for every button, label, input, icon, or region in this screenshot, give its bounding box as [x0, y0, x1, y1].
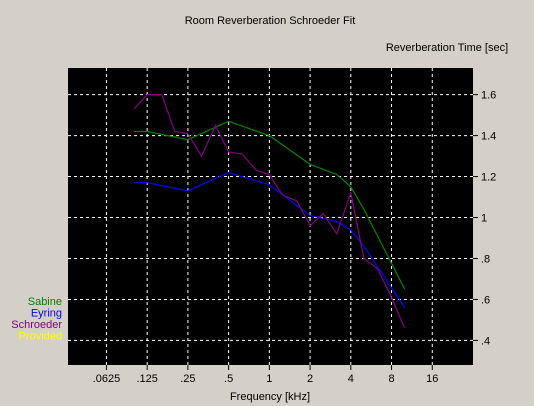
y-axis-label: Reverberation Time [sec] — [386, 42, 508, 54]
x-tick-label: 8 — [388, 373, 394, 385]
y-tick-label: 1.4 — [481, 131, 496, 143]
x-tick-label: 2 — [307, 373, 313, 385]
series-line-schroeder — [133, 93, 406, 329]
legend-item-provided: Provided — [19, 331, 62, 343]
x-axis-label: Frequency [kHz] — [230, 391, 310, 403]
series-line-sabine — [134, 120, 406, 290]
y-tick-label: .4 — [481, 335, 490, 347]
legend-item-sabine: Sabine — [28, 296, 62, 308]
grid-lines — [68, 68, 473, 365]
x-tick-label: 4 — [348, 373, 354, 385]
y-tick-label: 1.2 — [481, 172, 496, 184]
tick-labels: .0625 .125 .25 .5 1 2 4 8 16 .4 .6 .8 1 1.2 1.4 1.6 — [93, 90, 497, 385]
legend-item-schroeder: Schroeder — [11, 319, 62, 331]
y-tick-label: .6 — [481, 294, 490, 306]
plot-area — [68, 68, 473, 365]
y-tick-label: .8 — [481, 253, 490, 265]
series-line-eyring — [134, 171, 406, 308]
x-tick-label: .125 — [136, 373, 157, 385]
x-tick-label: 1 — [266, 373, 272, 385]
x-tick-label: 16 — [426, 373, 438, 385]
y-tick-label: 1 — [481, 213, 487, 225]
y-tick-label: 1.6 — [481, 90, 496, 102]
x-tick-label: .0625 — [93, 373, 121, 385]
legend-item-eyring: Eyring — [31, 308, 62, 320]
chart-title: Room Reverberation Schroeder Fit — [185, 15, 356, 27]
series-lines — [133, 93, 406, 329]
x-tick-label: .25 — [180, 373, 195, 385]
x-tick-label: .5 — [224, 373, 233, 385]
